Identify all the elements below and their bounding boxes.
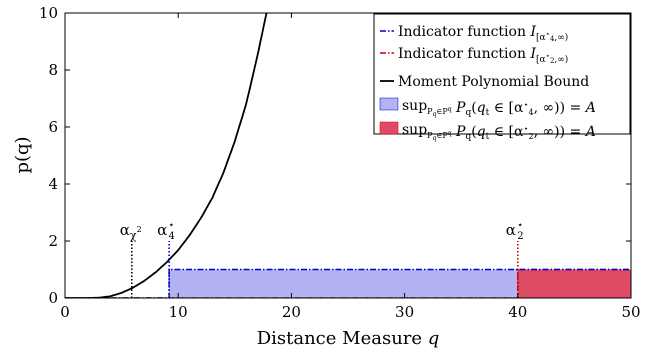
shaded-area-0 bbox=[169, 269, 518, 298]
legend-label-3: supPq∈Pq Pq(qt ∈ [α⋆4, ∞)) = A bbox=[402, 98, 596, 118]
y-tick-label-0: 0 bbox=[48, 289, 58, 307]
x-tick-label-3: 30 bbox=[395, 303, 414, 321]
x-tick-label-1: 10 bbox=[169, 303, 188, 321]
plot-frame bbox=[64, 12, 632, 299]
x-axis-label: Distance Measure q bbox=[257, 328, 440, 349]
legend-box bbox=[373, 13, 631, 135]
marker-label-0: αχ2 bbox=[120, 221, 142, 242]
y-tick-label-5: 10 bbox=[39, 4, 58, 22]
y-tick-label-2: 4 bbox=[48, 175, 58, 193]
legend-label-1: Indicator function I[α⋆2,∞) bbox=[398, 46, 568, 65]
y-tick-label-3: 6 bbox=[48, 118, 58, 136]
y-tick-label-1: 2 bbox=[48, 232, 58, 250]
series-line-0 bbox=[65, 13, 268, 298]
x-tick-label-5: 50 bbox=[621, 303, 640, 321]
legend-label-0: Indicator function I[α⋆4,∞) bbox=[398, 24, 568, 43]
x-tick-label-0: 0 bbox=[60, 303, 70, 321]
legend-label-4: supPq∈Pq Pq(qt ∈ [α⋆2, ∞)) = A bbox=[402, 122, 596, 142]
legend-swatch-4 bbox=[379, 121, 399, 135]
x-tick-label-4: 40 bbox=[508, 303, 527, 321]
shaded-area-1 bbox=[517, 269, 631, 298]
y-tick-label-4: 8 bbox=[48, 61, 58, 79]
legend-swatch-3 bbox=[379, 97, 399, 111]
legend-label-2: Moment Polynomial Bound bbox=[398, 74, 589, 90]
y-axis-label: p(q) bbox=[12, 136, 33, 173]
x-tick-label-2: 20 bbox=[282, 303, 301, 321]
marker-label-1: α⋆ 4 bbox=[157, 220, 175, 242]
marker-label-2: α⋆ 2 bbox=[506, 220, 524, 242]
